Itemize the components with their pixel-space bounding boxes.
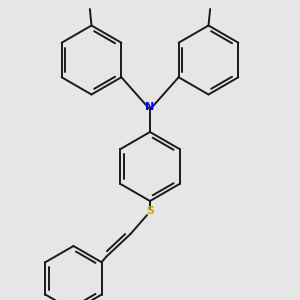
Text: N: N: [146, 102, 154, 112]
Text: S: S: [146, 206, 154, 217]
